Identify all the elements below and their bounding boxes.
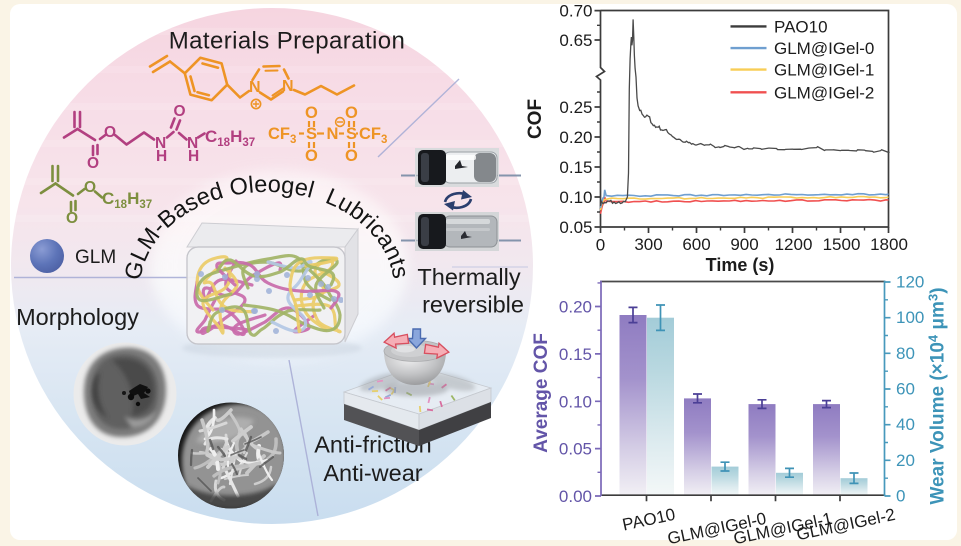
svg-text:CF3: CF3: [359, 125, 387, 146]
svg-text:0.20: 0.20: [559, 298, 592, 317]
svg-text:N: N: [282, 78, 294, 95]
svg-text:S: S: [306, 125, 317, 143]
svg-text:N: N: [187, 135, 198, 152]
svg-text:0.20: 0.20: [559, 128, 592, 147]
svg-text:Thermally: Thermally: [417, 264, 520, 290]
svg-text:0.05: 0.05: [559, 218, 592, 237]
svg-text:GLM@IGel-0: GLM@IGel-0: [774, 39, 874, 58]
svg-text:0.15: 0.15: [559, 158, 592, 177]
svg-text:H: H: [156, 148, 167, 165]
svg-text:PAO10: PAO10: [774, 17, 828, 36]
svg-text:O: O: [174, 103, 186, 120]
svg-text:reversible: reversible: [422, 292, 524, 318]
svg-text:300: 300: [634, 235, 662, 254]
svg-text:900: 900: [730, 235, 758, 254]
svg-text:COF: COF: [525, 99, 546, 139]
svg-text:O: O: [87, 155, 99, 172]
svg-text:0: 0: [896, 487, 905, 506]
svg-text:0.25: 0.25: [559, 98, 592, 117]
svg-text:0: 0: [596, 236, 605, 255]
svg-text:GLM@IGel-2: GLM@IGel-2: [774, 83, 874, 102]
svg-text:60: 60: [896, 380, 915, 399]
svg-text:80: 80: [896, 344, 915, 363]
svg-text:1200: 1200: [775, 235, 813, 254]
svg-text:0.05: 0.05: [559, 440, 592, 459]
svg-text:20: 20: [896, 451, 915, 470]
svg-text:0.15: 0.15: [559, 345, 592, 364]
svg-text:Anti-wear: Anti-wear: [323, 460, 422, 486]
svg-text:1800: 1800: [870, 235, 908, 254]
svg-text:O: O: [305, 104, 318, 122]
svg-text:O: O: [84, 179, 96, 196]
svg-text:0.65: 0.65: [559, 31, 592, 50]
svg-text:O: O: [104, 124, 116, 141]
svg-text:40: 40: [896, 415, 915, 434]
svg-text:120: 120: [896, 273, 924, 292]
svg-text:100: 100: [896, 308, 924, 327]
svg-text:Wear Volume (×104 μm3): Wear Volume (×104 μm3): [926, 287, 949, 504]
svg-text:Average COF: Average COF: [531, 333, 552, 453]
svg-text:GLM@IGel-1: GLM@IGel-1: [774, 61, 874, 80]
svg-text:Morphology: Morphology: [16, 304, 139, 330]
svg-text:S: S: [346, 125, 357, 143]
svg-text:0.00: 0.00: [559, 487, 592, 506]
svg-text:O: O: [66, 210, 78, 227]
svg-text:600: 600: [682, 235, 710, 254]
svg-text:N: N: [249, 79, 261, 96]
svg-text:Time (s): Time (s): [706, 255, 775, 275]
svg-text:0.10: 0.10: [559, 392, 592, 411]
svg-text:0.70: 0.70: [559, 2, 592, 21]
svg-text:Materials Preparation: Materials Preparation: [169, 28, 406, 55]
svg-text:GLM: GLM: [75, 247, 116, 268]
svg-text:0.10: 0.10: [559, 188, 592, 207]
svg-text:O: O: [345, 104, 358, 122]
svg-text:O: O: [345, 147, 358, 165]
svg-text:O: O: [305, 147, 318, 165]
svg-text:N: N: [155, 135, 166, 152]
svg-text:N: N: [327, 125, 339, 143]
svg-text:CF3: CF3: [268, 125, 296, 146]
svg-text:H: H: [188, 148, 199, 165]
svg-text:1500: 1500: [823, 235, 861, 254]
